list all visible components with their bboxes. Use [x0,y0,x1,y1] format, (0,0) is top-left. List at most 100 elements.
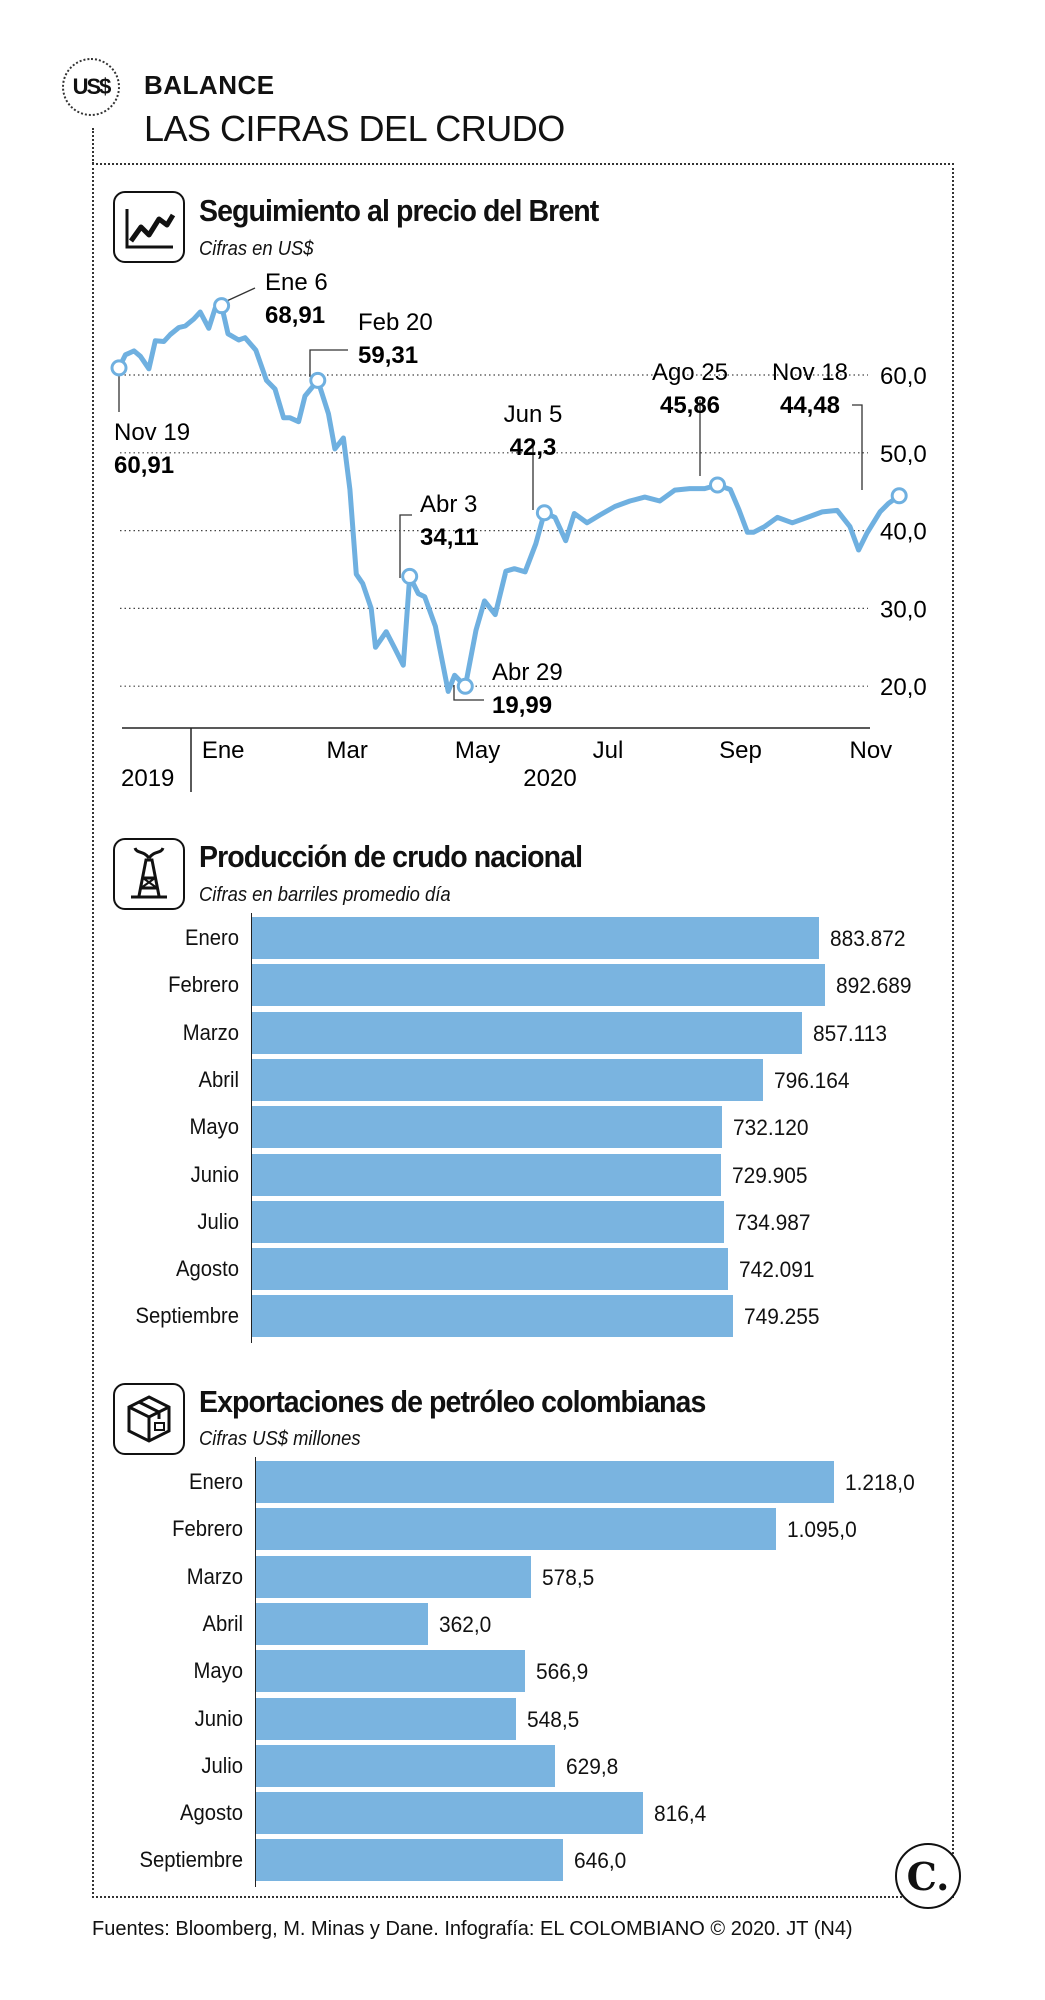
y-tick-label: 50,0 [880,441,927,468]
exports-value-label: 578,5 [541,1564,594,1590]
annotation-date: Abr 3 [420,491,477,518]
annotation-value: 34,11 [420,524,479,551]
exports-axis [255,1457,256,1887]
brent-chart-title: Seguimiento al precio del Brent [199,193,599,228]
infographic-frame [92,163,954,1898]
exports-value-label: 548,5 [527,1706,580,1732]
annotation-marker [110,359,128,377]
y-tick-label: 20,0 [880,674,927,701]
annotation-value: 45,86 [660,392,720,419]
exports-category-label: Abril [202,1610,243,1636]
annotation-marker [309,371,327,389]
exports-value-label: 816,4 [654,1801,707,1827]
x-tick-label: Jul [593,737,624,764]
y-tick-label: 60,0 [880,363,927,390]
x-tick-label: Ene [202,737,245,764]
annotation-marker [213,297,231,315]
line-chart-icon [113,191,185,263]
annotation-leader [852,404,863,490]
exports-value-label: 646,0 [573,1848,626,1874]
exports-category-label: Junio [194,1705,243,1731]
exports-bar [256,1744,555,1787]
x-tick-label: Nov [850,737,893,764]
exports-chart-title: Exportaciones de petróleo colombianas [199,1384,706,1419]
production-category-label: Agosto [175,1256,239,1282]
production-value-label: 892.689 [836,973,912,999]
exports-bar [256,1555,531,1598]
source-credit: Fuentes: Bloomberg, M. Minas y Dane. Inf… [92,1918,853,1940]
y-tick-label: 30,0 [880,596,927,623]
exports-bar [256,1508,776,1551]
exports-bar [256,1839,563,1882]
exports-value-label: 566,9 [536,1659,589,1685]
production-chart-subtitle: Cifras en barriles promedio día [199,884,451,906]
annotation-date: Abr 29 [492,659,563,686]
production-value-label: 732.120 [732,1115,809,1141]
annotation-date: Nov 18 [772,359,848,386]
production-category-label: Febrero [168,972,239,998]
production-bar [252,1248,729,1291]
production-category-label: Mayo [189,1114,239,1140]
brent-chart-subtitle: Cifras en US$ [199,238,314,260]
annotation-date: Feb 20 [358,309,433,336]
production-value-label: 883.872 [830,926,906,951]
production-axis [251,913,252,1343]
annotation-value: 68,91 [265,302,325,329]
exports-category-label: Agosto [179,1800,243,1826]
production-category-label: Septiembre [135,1303,239,1329]
frame-connector [92,128,94,164]
exports-category-label: Mayo [193,1658,243,1684]
production-bar [252,1058,763,1101]
production-bar [252,1295,733,1338]
exports-value-label: 1.218,0 [845,1470,915,1495]
production-value-label: 729.905 [731,1162,808,1188]
annotation-date: Nov 19 [114,419,190,446]
el-colombiano-logo: C. [895,1843,961,1909]
annotation-value: 19,99 [492,692,552,719]
annotation-marker [535,504,553,522]
x-tick-label: Sep [719,737,762,764]
annotation-marker [890,487,908,505]
production-category-label: Junio [190,1161,239,1187]
page-title: LAS CIFRAS DEL CRUDO [144,108,565,149]
production-value-label: 796.164 [774,1067,850,1093]
y-tick-label: 40,0 [880,519,927,546]
production-category-label: Abril [198,1066,239,1092]
production-bar [252,964,825,1007]
production-bar [252,917,820,959]
exports-value-label: 629,8 [565,1753,619,1779]
exports-value-label: 1.095,0 [786,1517,857,1543]
exports-category-label: Enero [188,1469,243,1494]
exports-category-label: Marzo [186,1563,243,1589]
usd-badge: US$ [62,58,120,116]
exports-category-label: Septiembre [139,1847,243,1873]
exports-bar [256,1461,834,1503]
exports-bar [256,1650,525,1693]
x-tick-label: May [455,737,500,764]
annotation-date: Ene 6 [265,269,328,296]
exports-value-label: 362,0 [438,1611,492,1637]
production-bar [252,1200,724,1243]
production-category-label: Marzo [182,1019,239,1045]
exports-bar [256,1792,644,1835]
year-label: 2019 [121,765,174,792]
production-chart-title: Producción de crudo nacional [199,839,583,874]
annotation-marker [401,567,419,585]
production-value-label: 734.987 [734,1209,811,1235]
annotation-value: 44,48 [780,392,840,419]
year-label: 2020 [523,765,576,792]
annotation-marker [456,677,474,695]
production-bar [252,1011,803,1054]
exports-bar [256,1697,517,1740]
brent-line-chart: 60,0 50,0 40,0 30,0 20,0 Ene Mar May Jul Sep Nov 20… [110,269,927,792]
annotation-date: Ago 25 [652,359,728,386]
production-bar [252,1106,722,1149]
production-bar [252,1153,721,1196]
exports-category-label: Julio [201,1752,243,1778]
production-category-label: Julio [197,1208,239,1234]
exports-bar [256,1602,428,1645]
annotation-value: 42,3 [510,434,557,461]
production-value-label: 857.113 [813,1020,888,1046]
export-box-icon [113,1383,185,1455]
exports-category-label: Febrero [172,1516,243,1542]
